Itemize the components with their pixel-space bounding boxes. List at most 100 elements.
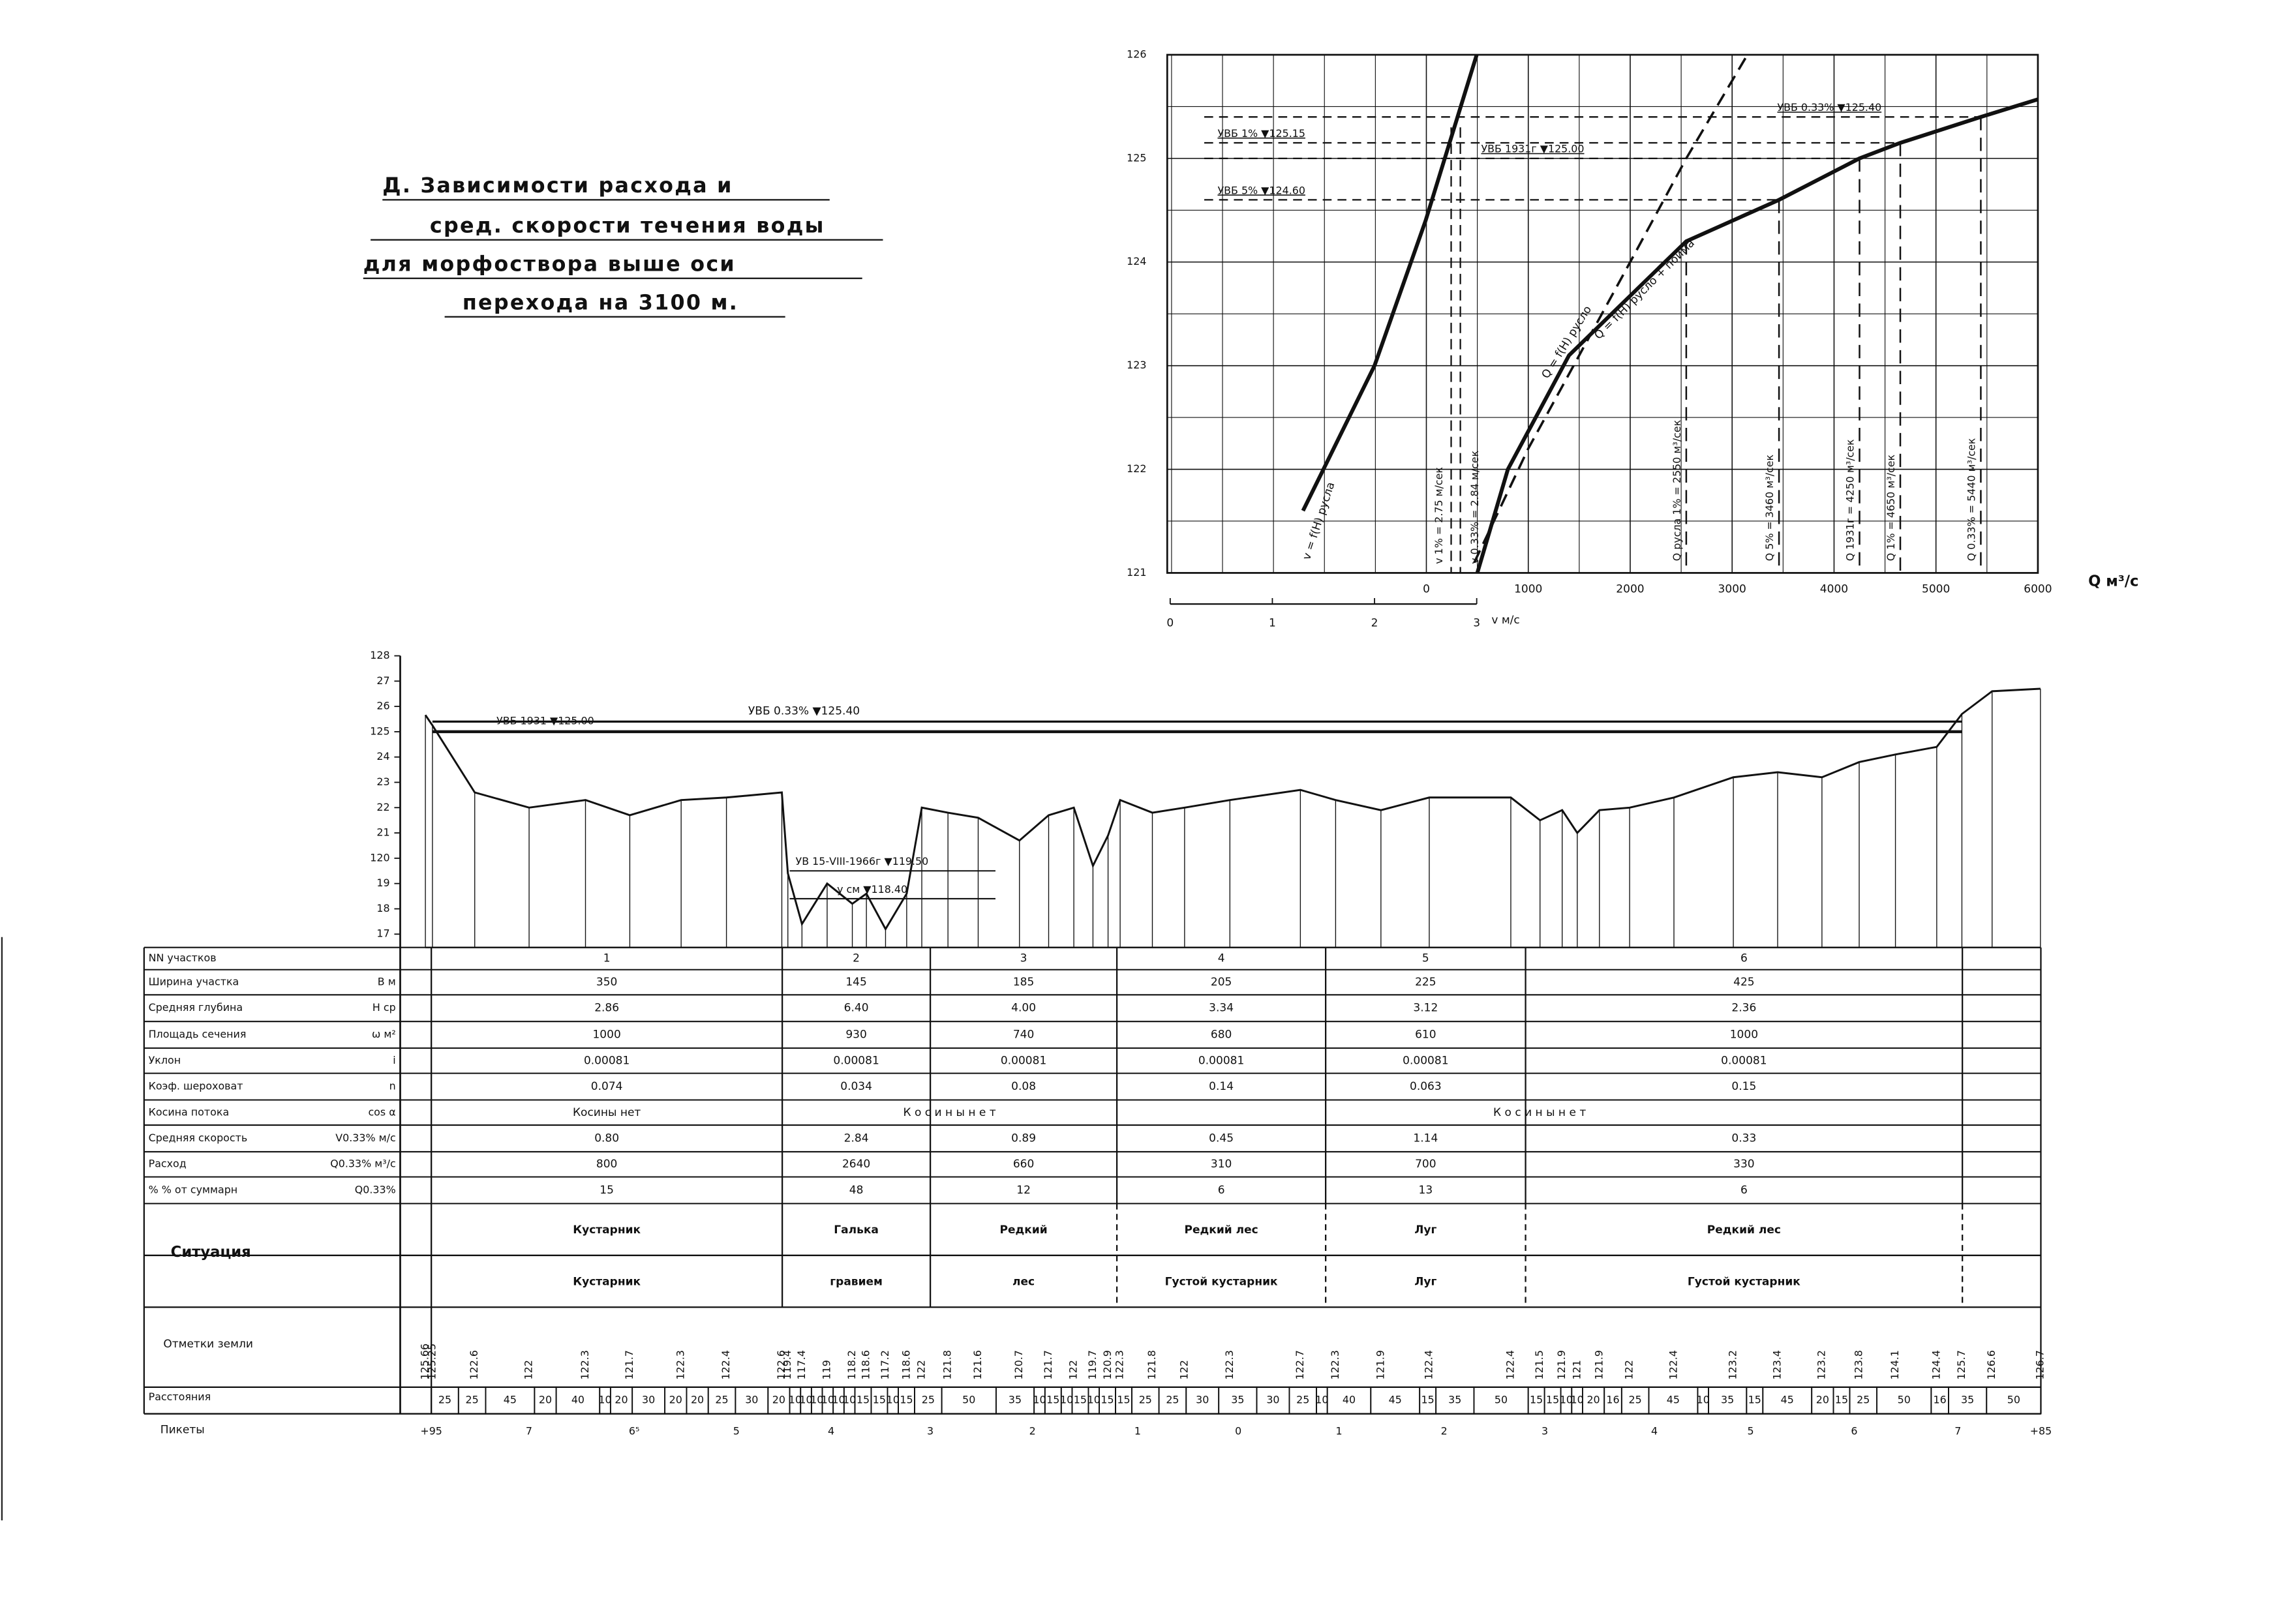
table-cell: 800 xyxy=(596,1158,617,1171)
distance-value: 50 xyxy=(1898,1394,1911,1406)
distance-cell xyxy=(1986,1386,2042,1415)
table-cell: 310 xyxy=(1211,1158,1232,1171)
distance-value: 20 xyxy=(1816,1394,1829,1406)
q-mark-label: Q 1% = 4650 м³/сек xyxy=(1885,455,1897,562)
q-tick-label: 4000 xyxy=(1820,582,1848,595)
level-label: УВБ 5% ▼124.60 xyxy=(1217,184,1305,196)
row-unit: Q0.33% м³/с xyxy=(330,1158,395,1170)
ground-elevation: 121.8 xyxy=(1146,1350,1158,1379)
table-cell: 610 xyxy=(1415,1029,1436,1042)
row-label: Средняя скорость xyxy=(149,1132,248,1144)
ground-elevation: 120.7 xyxy=(1012,1350,1025,1379)
table-cell: 2.36 xyxy=(1731,1002,1756,1015)
profile-y-tick-label: 26 xyxy=(376,700,389,712)
ground-elevation: 126.6 xyxy=(1985,1350,1997,1379)
table-cell: 680 xyxy=(1211,1029,1232,1042)
ground-elevation: 122 xyxy=(523,1360,535,1379)
q-tick-label: 1000 xyxy=(1514,582,1542,595)
picket: 5 xyxy=(733,1424,740,1437)
table-cell: 740 xyxy=(1013,1029,1034,1042)
distance-value: 15 xyxy=(1046,1394,1059,1406)
table-cell: 6 xyxy=(1740,952,1748,965)
ground-elevation: 121.6 xyxy=(971,1350,984,1379)
distance-value: 30 xyxy=(1266,1394,1279,1406)
distance-value: 45 xyxy=(1781,1394,1794,1406)
table-cell: 0.00081 xyxy=(1001,1054,1046,1067)
table-cell: 2.84 xyxy=(844,1132,869,1145)
distance-value: 15 xyxy=(1117,1394,1130,1406)
q-mark-label: Q 1931г = 4250 м³/сек xyxy=(1844,439,1856,561)
distance-value: 20 xyxy=(1587,1394,1600,1406)
table-cell: 0.00081 xyxy=(584,1054,630,1067)
distance-value: 25 xyxy=(1139,1394,1152,1406)
distance-value: 10 xyxy=(1570,1394,1583,1406)
ground-elevation: 119.4 xyxy=(781,1350,793,1379)
q-tick-label: 0 xyxy=(1423,582,1430,595)
table-cell: 0.89 xyxy=(1011,1132,1036,1145)
distance-value: 10 xyxy=(1560,1394,1573,1406)
distance-value: 10 xyxy=(821,1394,834,1406)
table-cell: 0.034 xyxy=(840,1080,872,1093)
table-cell: 225 xyxy=(1415,976,1436,989)
table-cell: 3 xyxy=(1020,952,1027,965)
ground-elevation: 121.7 xyxy=(1042,1350,1054,1379)
ground-elevation: 122.6 xyxy=(468,1350,480,1379)
distance-value: 15 xyxy=(1101,1394,1114,1406)
distance-value: 20 xyxy=(669,1394,682,1406)
water-level-label: УВБ 0.33% ▼125.40 xyxy=(748,705,860,718)
table-cell: 6.40 xyxy=(844,1002,869,1015)
v-tick-label: 3 xyxy=(1473,617,1480,630)
profile-y-tick-label: 120 xyxy=(370,851,389,864)
row-label: Ширина участка xyxy=(149,976,239,988)
ground-elevation: 118.6 xyxy=(900,1350,912,1379)
distance-value: 10 xyxy=(1315,1394,1328,1406)
q-axis-label: Q м³/с xyxy=(2088,573,2138,590)
row-unit: Q0.33% xyxy=(355,1183,396,1195)
table-cell: 0.45 xyxy=(1209,1132,1234,1145)
row-label: Площадь сечения xyxy=(149,1028,247,1040)
situation-label: Ситуация xyxy=(171,1244,251,1261)
v-tick-label: 1 xyxy=(1269,617,1276,630)
distance-value: 50 xyxy=(1495,1394,1508,1406)
picket: 6 xyxy=(1851,1424,1857,1437)
distance-value: 25 xyxy=(438,1394,451,1406)
row-label: Уклон xyxy=(149,1054,181,1066)
table-cell: 0.80 xyxy=(594,1132,619,1145)
table-cell: 930 xyxy=(845,1029,866,1042)
ground-elevation: 121.5 xyxy=(1533,1350,1545,1379)
table-cell: 5 xyxy=(1422,952,1429,965)
ground-elevation: 122 xyxy=(1177,1360,1190,1379)
ground-elevation: 122.4 xyxy=(1504,1350,1516,1379)
profile-y-tick-label: 24 xyxy=(376,750,389,762)
ground-elevation: 117.2 xyxy=(879,1350,891,1379)
low-water-label: у см ▼118.40 xyxy=(837,883,907,895)
picket: 1 xyxy=(1336,1424,1343,1437)
ground-elevation: 122.3 xyxy=(1329,1350,1341,1379)
distance-value: 10 xyxy=(1033,1394,1046,1406)
q-mark-label: Q 5% = 3460 м³/сек xyxy=(1763,455,1776,562)
ground-elevation: 124.4 xyxy=(1930,1350,1942,1379)
ground-elevation: 122.4 xyxy=(1422,1350,1435,1379)
q-tick-label: 2000 xyxy=(1616,582,1644,595)
q-tick-label: 5000 xyxy=(1922,582,1950,595)
ground-elevation: 122 xyxy=(1067,1360,1080,1379)
distance-value: 10 xyxy=(810,1394,823,1406)
distance-value: 40 xyxy=(1343,1394,1356,1406)
picket: 0 xyxy=(1235,1424,1241,1437)
ground-elevation: 122.3 xyxy=(579,1350,591,1379)
distance-value: 15 xyxy=(873,1394,886,1406)
ground-elevation: 125.7 xyxy=(1955,1350,1967,1379)
q-mark-label: Q русла 1% = 2550 м³/сек xyxy=(1671,419,1683,561)
profile-y-tick-label: 21 xyxy=(376,826,389,839)
profile-y-tick-label: 23 xyxy=(376,775,389,788)
situation-top: Редкий лес xyxy=(1185,1224,1258,1237)
table-cell: 0.33 xyxy=(1731,1132,1756,1145)
v-tick-label: 2 xyxy=(1371,617,1378,630)
q-tick-label: 6000 xyxy=(2024,582,2052,595)
distance-value: 25 xyxy=(715,1394,728,1406)
title-line: сред. скорости течения воды xyxy=(430,214,825,237)
table-cell: 0.00081 xyxy=(1403,1054,1448,1067)
table-cell: 12 xyxy=(1016,1184,1031,1197)
table-cell: 0.00081 xyxy=(833,1054,879,1067)
